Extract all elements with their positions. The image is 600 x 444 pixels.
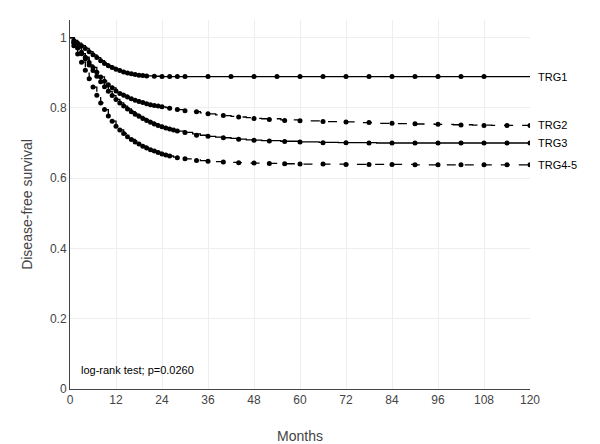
svg-text:log-rank test; p=0.0260: log-rank test; p=0.0260 xyxy=(81,364,194,376)
svg-text:12: 12 xyxy=(109,393,123,407)
svg-text:96: 96 xyxy=(431,393,445,407)
svg-text:1: 1 xyxy=(60,31,67,45)
svg-text:TRG3: TRG3 xyxy=(538,137,567,149)
svg-text:108: 108 xyxy=(474,393,494,407)
svg-text:TRG2: TRG2 xyxy=(538,119,567,131)
svg-text:0.6: 0.6 xyxy=(50,171,67,185)
svg-text:48: 48 xyxy=(247,393,261,407)
svg-text:72: 72 xyxy=(339,393,353,407)
svg-text:36: 36 xyxy=(201,393,215,407)
svg-text:24: 24 xyxy=(155,393,169,407)
svg-text:0: 0 xyxy=(67,393,74,407)
svg-text:0.2: 0.2 xyxy=(50,312,67,326)
svg-text:84: 84 xyxy=(385,393,399,407)
svg-text:0: 0 xyxy=(60,382,67,396)
svg-text:0.4: 0.4 xyxy=(50,242,67,256)
svg-text:0.8: 0.8 xyxy=(50,101,67,115)
svg-text:60: 60 xyxy=(293,393,307,407)
svg-text:120: 120 xyxy=(520,393,540,407)
svg-text:Months: Months xyxy=(277,428,323,444)
svg-text:TRG4-5: TRG4-5 xyxy=(538,159,577,171)
svg-text:TRG1: TRG1 xyxy=(538,71,567,83)
svg-text:Disease-free survival: Disease-free survival xyxy=(19,139,35,270)
